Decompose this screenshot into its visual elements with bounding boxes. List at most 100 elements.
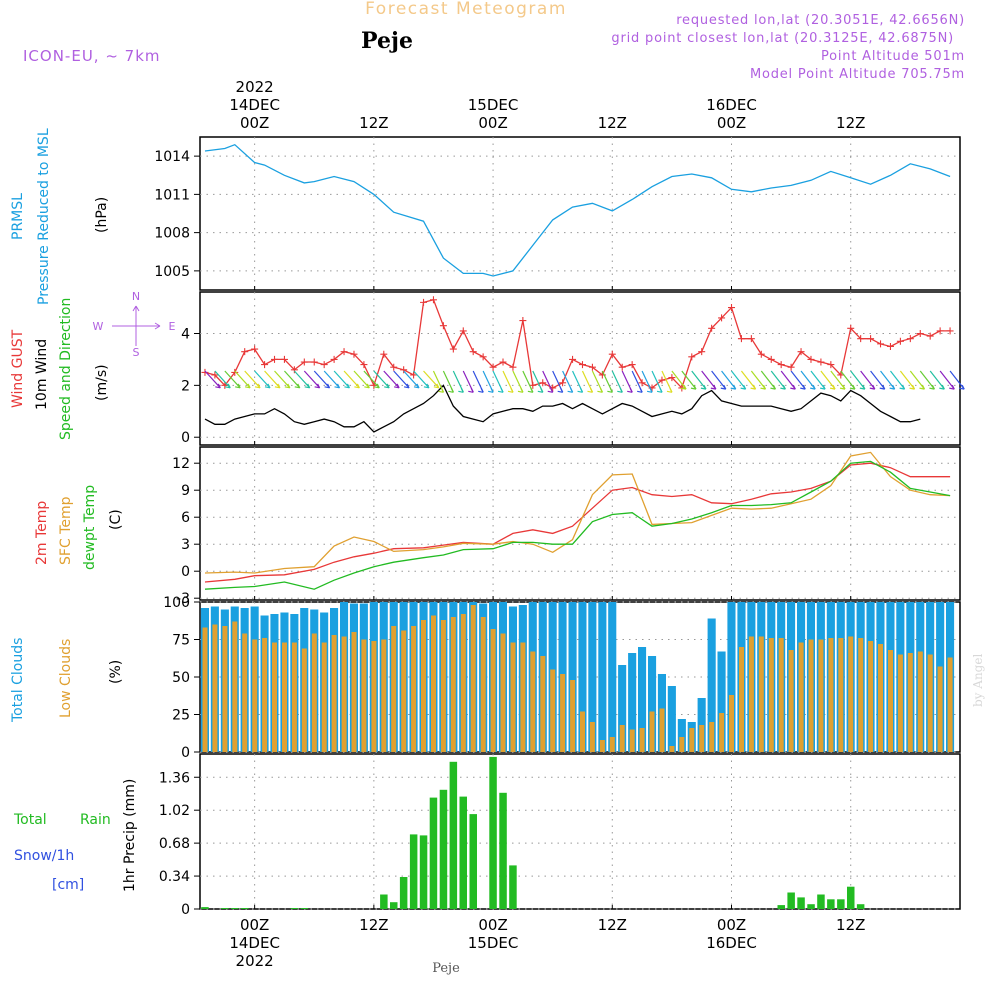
wind-arrow bbox=[204, 370, 221, 389]
wind-arrow-head bbox=[517, 388, 524, 393]
wind-arrow-head bbox=[656, 388, 663, 393]
bar bbox=[301, 648, 307, 752]
panel-label: Snow/1h bbox=[14, 848, 74, 864]
bar bbox=[817, 894, 825, 909]
bar bbox=[560, 674, 566, 752]
gust-marker bbox=[280, 355, 288, 363]
top-year-label: 2022 bbox=[236, 78, 274, 96]
y-tick-label: 1008 bbox=[154, 226, 190, 242]
gust-marker bbox=[747, 335, 755, 343]
y-tick-label: -3 bbox=[176, 591, 190, 607]
wind-arrow-head bbox=[497, 388, 504, 393]
wind-arrow bbox=[740, 370, 757, 390]
bar bbox=[242, 633, 248, 752]
series-line bbox=[204, 384, 921, 433]
y-tick-label: 0 bbox=[181, 902, 190, 918]
bar bbox=[470, 605, 476, 752]
gust-marker bbox=[459, 327, 467, 335]
wind-arrow-head bbox=[597, 388, 603, 393]
gust-marker bbox=[827, 361, 835, 369]
bar bbox=[311, 633, 317, 752]
gust-marker bbox=[380, 350, 388, 358]
panel-label: (hPa) bbox=[94, 197, 110, 233]
y-tick-label: 1.36 bbox=[159, 770, 190, 786]
wind-arrow bbox=[671, 370, 687, 390]
series-line bbox=[204, 299, 951, 390]
bar bbox=[321, 642, 327, 752]
wind-arrow bbox=[780, 370, 796, 390]
gust-marker bbox=[390, 363, 398, 371]
gust-marker bbox=[767, 355, 775, 363]
wind-arrow-head bbox=[374, 383, 380, 389]
panels: 1005 1008 1011 1014 PRMSL Pressure Reduced to… bbox=[10, 128, 965, 918]
bar bbox=[201, 907, 209, 909]
gust-marker bbox=[916, 329, 924, 337]
gust-marker bbox=[807, 355, 815, 363]
gust-marker bbox=[757, 350, 765, 358]
wind-arrow-head bbox=[829, 384, 836, 390]
bar bbox=[550, 669, 556, 752]
bar bbox=[580, 711, 585, 752]
bar bbox=[618, 665, 627, 752]
gust-marker bbox=[867, 335, 875, 343]
wind-arrow bbox=[760, 370, 776, 390]
wind-arrow-head bbox=[304, 383, 311, 389]
gust-marker bbox=[797, 348, 805, 356]
bar bbox=[828, 638, 834, 752]
wind-arrow-head bbox=[458, 388, 464, 393]
panel-wind: 0 2 4 N S W E Wind GUST 10m Wind Speed and Direct… bbox=[10, 290, 965, 446]
bar bbox=[500, 633, 506, 752]
gust-marker bbox=[728, 304, 736, 312]
panel-label: Speed and Direction bbox=[58, 298, 74, 440]
wind-arrow bbox=[880, 370, 896, 390]
top-date-label: 16DEC bbox=[706, 96, 757, 114]
bottom-hour-label: 00Z bbox=[717, 916, 746, 934]
panel-label: Total bbox=[13, 812, 47, 828]
wind-arrow bbox=[293, 370, 311, 389]
gust-marker bbox=[569, 355, 577, 363]
gust-marker bbox=[539, 379, 547, 387]
wind-arrow-head bbox=[235, 383, 241, 389]
bottom-date-label: 15DEC bbox=[468, 934, 519, 952]
bar bbox=[639, 728, 645, 752]
wind-arrow bbox=[403, 370, 420, 389]
bar bbox=[391, 626, 397, 752]
wind-arrow-head bbox=[720, 384, 727, 390]
gust-marker bbox=[578, 361, 586, 369]
panel-label: (m/s) bbox=[94, 364, 110, 401]
panel-pressure: 1005 1008 1011 1014 PRMSL Pressure Reduced to… bbox=[10, 128, 961, 305]
wind-arrow-head bbox=[215, 383, 221, 389]
bottom-hour-label: 00Z bbox=[240, 916, 269, 934]
wind-arrow bbox=[234, 370, 251, 389]
panel-temp: -3 0 3 6 9 12 2m Temp SFC Temp dewpt Temp (C) bbox=[34, 446, 961, 607]
bar bbox=[598, 602, 607, 752]
bar bbox=[460, 614, 466, 752]
bar bbox=[381, 639, 387, 752]
y-tick-label: 0.68 bbox=[159, 836, 190, 852]
bar bbox=[489, 756, 497, 909]
bar bbox=[897, 654, 903, 752]
wind-arrow bbox=[393, 370, 410, 389]
gust-marker bbox=[837, 371, 845, 379]
compass-e: E bbox=[169, 320, 176, 333]
wind-arrow bbox=[333, 370, 350, 389]
wind-arrow bbox=[949, 370, 965, 390]
gust-marker bbox=[211, 371, 219, 379]
bar bbox=[818, 639, 824, 752]
panel-label: SFC Temp bbox=[58, 496, 74, 565]
gust-marker bbox=[559, 379, 567, 387]
wind-arrow bbox=[343, 370, 360, 389]
gust-marker bbox=[718, 314, 726, 322]
bar bbox=[290, 908, 299, 909]
bar bbox=[589, 722, 595, 752]
wind-arrow bbox=[373, 370, 390, 389]
gust-marker bbox=[241, 348, 249, 356]
bar bbox=[282, 642, 287, 752]
panel-frame bbox=[199, 753, 961, 910]
wind-arrow bbox=[254, 370, 271, 389]
top-hour-label: 12Z bbox=[598, 114, 627, 132]
panel-label: [cm] bbox=[52, 877, 84, 893]
wind-arrow-head bbox=[577, 388, 584, 393]
